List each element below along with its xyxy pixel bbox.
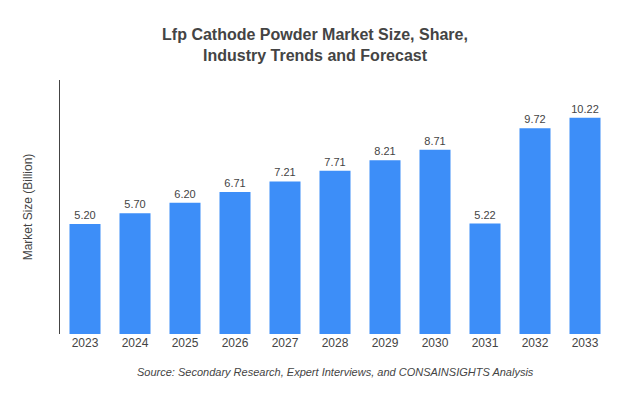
- svg-text:6.71: 6.71: [224, 177, 245, 189]
- svg-text:7.21: 7.21: [274, 166, 295, 178]
- svg-text:2024: 2024: [122, 336, 149, 350]
- svg-text:8.71: 8.71: [424, 135, 445, 147]
- svg-text:9.72: 9.72: [524, 113, 545, 125]
- svg-text:2025: 2025: [172, 336, 199, 350]
- svg-text:2031: 2031: [472, 336, 499, 350]
- svg-text:8.21: 8.21: [374, 145, 395, 157]
- svg-text:Source: Secondary Research, Ex: Source: Secondary Research, Expert Inter…: [137, 366, 534, 378]
- svg-text:Market Size (Billion): Market Size (Billion): [21, 154, 35, 261]
- svg-text:2032: 2032: [522, 336, 549, 350]
- svg-text:10.22: 10.22: [571, 103, 599, 115]
- svg-text:6.20: 6.20: [174, 188, 195, 200]
- svg-text:5.22: 5.22: [474, 209, 495, 221]
- svg-text:2023: 2023: [72, 336, 99, 350]
- svg-text:5.20: 5.20: [74, 209, 95, 221]
- svg-text:2027: 2027: [272, 336, 299, 350]
- svg-text:2033: 2033: [572, 336, 599, 350]
- svg-text:5.70: 5.70: [124, 198, 145, 210]
- svg-text:2028: 2028: [322, 336, 349, 350]
- svg-text:2026: 2026: [222, 336, 249, 350]
- svg-text:2030: 2030: [422, 336, 449, 350]
- svg-text:2029: 2029: [372, 336, 399, 350]
- svg-text:7.71: 7.71: [324, 156, 345, 168]
- svg-text:Lfp Cathode Powder Market Size: Lfp Cathode Powder Market Size, Share,In…: [162, 26, 468, 64]
